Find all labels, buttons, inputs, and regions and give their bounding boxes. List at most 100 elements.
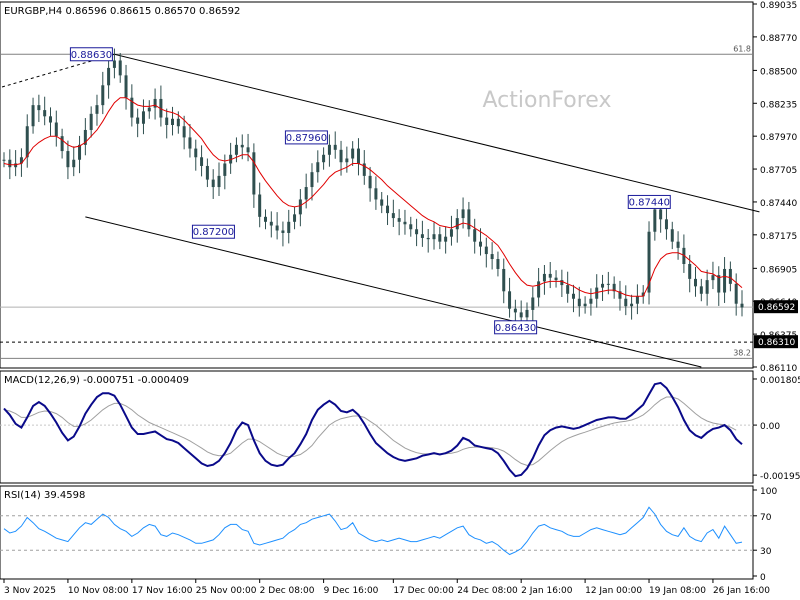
- price-candle-body: [513, 308, 517, 313]
- swing-label: 0.87440: [627, 194, 671, 209]
- price-candle-body: [571, 293, 575, 299]
- macd-panel: 0.001805 0.00 -0.001959 MACD(12,26,9) -0.0…: [0, 370, 800, 484]
- support-price-label: 0.86310: [758, 338, 795, 348]
- rsi-panel: 100 70 30 0 RSI(14) 39.4598: [0, 485, 777, 583]
- price-y-tick-label: 0.86110: [760, 364, 797, 374]
- price-y-tick-label: 0.87705: [760, 166, 797, 176]
- price-candle-body: [112, 60, 116, 68]
- price-candle-body: [484, 246, 488, 255]
- price-candle-body: [322, 154, 326, 163]
- price-overlays: 61.8 38.2: [0, 44, 760, 368]
- price-candle-body: [54, 122, 58, 137]
- price-candle-body: [188, 137, 192, 149]
- price-candle-body: [560, 280, 564, 286]
- price-candle-body: [618, 291, 622, 299]
- price-candle-body: [705, 280, 709, 294]
- price-candle-body: [246, 147, 250, 153]
- price-candle-body: [310, 172, 314, 188]
- price-candle-body: [583, 303, 587, 307]
- price-candle-body: [269, 221, 273, 226]
- time-axis-label: 19 Jan 08:00: [649, 586, 706, 596]
- price-candle-body: [409, 224, 413, 230]
- price-bars: [2, 48, 744, 328]
- macd-panel-title: MACD(12,26,9) -0.000751 -0.000409: [4, 375, 189, 386]
- price-panel-title: EURGBP,H4 0.86596 0.86615 0.86570 0.8659…: [4, 6, 240, 17]
- price-candle-body: [351, 148, 355, 159]
- time-axis-label: 25 Nov 00:00: [196, 586, 257, 596]
- price-candle-body: [635, 296, 639, 304]
- price-candle-body: [327, 144, 331, 155]
- price-candle-body: [479, 241, 483, 247]
- price-candle-body: [728, 268, 732, 284]
- price-candle-body: [391, 213, 395, 219]
- price-candle-body: [298, 199, 302, 215]
- price-candle-body: [194, 148, 198, 158]
- price-candle-body: [444, 236, 448, 242]
- price-candle-body: [537, 281, 541, 298]
- price-candle-body: [525, 309, 529, 318]
- price-candle-body: [8, 159, 12, 168]
- price-candle-body: [589, 298, 593, 304]
- price-candle-body: [223, 163, 227, 176]
- price-candle-body: [141, 111, 145, 124]
- price-candle-body: [200, 157, 204, 166]
- time-axis-label: 12 Jan 00:00: [585, 586, 642, 596]
- price-candle-body: [258, 194, 262, 217]
- price-candle-body: [339, 149, 343, 163]
- price-candle-body: [717, 275, 721, 293]
- rsi-lines: [3, 506, 743, 556]
- price-candle-body: [711, 275, 715, 281]
- price-candle-body: [577, 298, 581, 307]
- price-candle-body: [461, 209, 465, 219]
- swing-label-text: 0.87200: [193, 227, 234, 238]
- price-candle-body: [438, 234, 442, 242]
- price-candle-body: [566, 285, 570, 294]
- swing-label: 0.87200: [191, 224, 235, 239]
- price-candle-body: [368, 175, 372, 189]
- price-candle-body: [43, 110, 47, 117]
- price-candle-body: [171, 118, 175, 125]
- price-y-tick-label: 0.86905: [760, 265, 797, 275]
- price-candle-body: [426, 237, 430, 240]
- swing-label: 0.88630: [69, 47, 113, 62]
- price-candle-body: [374, 188, 378, 200]
- price-candle-body: [612, 283, 616, 292]
- time-axis-label: 2 Dec 08:00: [260, 586, 315, 596]
- price-y-tick-label: 0.88770: [760, 34, 797, 44]
- price-candle-body: [124, 75, 128, 98]
- price-candle-body: [211, 179, 215, 188]
- price-candle-body: [263, 216, 267, 222]
- swing-label-box: [494, 320, 538, 335]
- price-y-axis: 0.89035 0.88770 0.88500 0.88235 0.87970 0.877…: [753, 1, 798, 374]
- price-candle-body: [601, 283, 605, 288]
- current-price-box: [754, 300, 798, 314]
- price-candle-body: [386, 205, 390, 214]
- fib-61-8-label: 61.8: [733, 44, 751, 53]
- price-candle-body: [19, 157, 23, 164]
- swing-label-box: [284, 130, 328, 145]
- watermark-text: ActionForex: [483, 88, 612, 113]
- price-candle-body: [165, 117, 169, 125]
- price-candle-body: [31, 105, 35, 127]
- swing-labels: 0.88630 0.87960 0.87200 0.86430 0.87440: [69, 47, 671, 335]
- price-candle-body: [229, 154, 233, 164]
- price-candle-body: [275, 225, 279, 231]
- price-candle-body: [356, 148, 360, 164]
- price-candle-body: [304, 187, 308, 200]
- current-price-label: 0.86592: [758, 303, 795, 313]
- price-candle-body: [630, 303, 634, 307]
- swing-label-box: [191, 224, 235, 239]
- price-candle-body: [420, 234, 424, 238]
- swing-label-text: 0.87960: [286, 133, 327, 144]
- macd-y-tick-label: -0.001959: [760, 472, 800, 482]
- price-y-tick-label: 0.88500: [760, 67, 797, 77]
- price-candle-body: [14, 163, 18, 168]
- price-candle-body: [496, 259, 500, 269]
- price-candle-body: [554, 277, 558, 281]
- rsi-y-tick-label: 100: [760, 487, 777, 497]
- price-panel: ActionForex 0.89035 0.88770 0.88500 0.88235…: [0, 1, 798, 374]
- price-candle-body: [234, 144, 238, 155]
- time-axis-label: 26 Jan 16:00: [713, 586, 770, 596]
- price-candle-body: [48, 116, 52, 123]
- price-candle-body: [624, 298, 628, 307]
